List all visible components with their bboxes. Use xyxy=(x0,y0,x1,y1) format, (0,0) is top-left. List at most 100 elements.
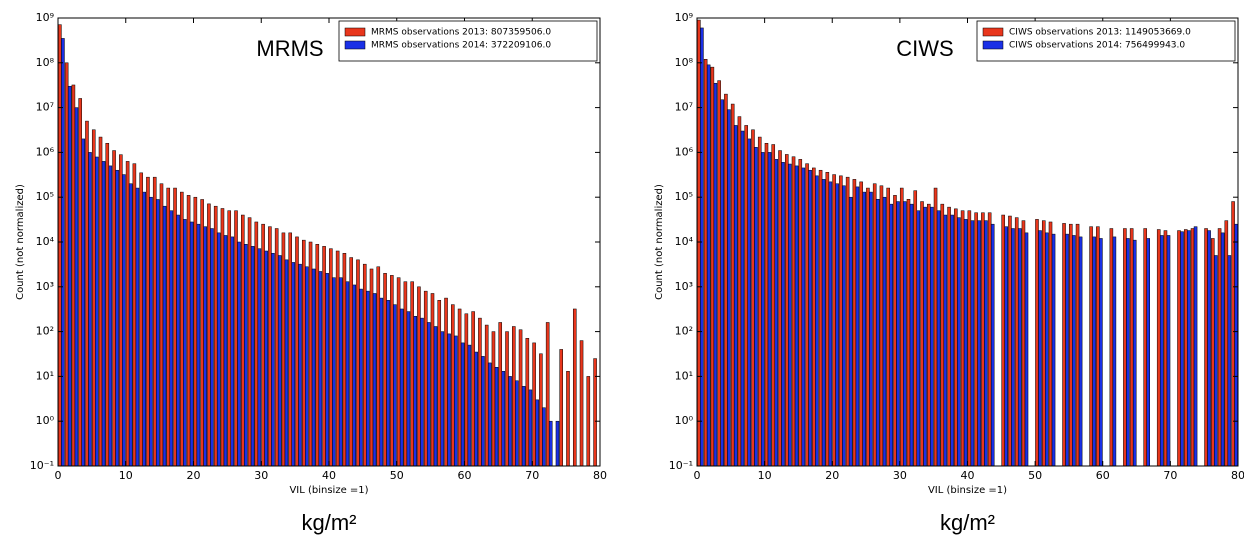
bar xyxy=(345,281,350,467)
bar xyxy=(872,183,877,467)
bar xyxy=(852,179,857,467)
bar xyxy=(936,210,941,467)
bar xyxy=(835,183,839,467)
bar xyxy=(1041,220,1046,467)
y-tick-label: 10⁻¹ xyxy=(30,459,54,472)
bar xyxy=(740,130,745,467)
bar xyxy=(149,196,153,467)
y-tick-label: 10⁷ xyxy=(36,101,54,114)
bar xyxy=(125,161,130,467)
bar xyxy=(146,176,150,467)
bar xyxy=(417,286,421,467)
bar xyxy=(1035,219,1039,467)
bar xyxy=(176,214,180,467)
bar xyxy=(545,322,550,467)
bar xyxy=(237,241,241,467)
bar xyxy=(189,221,194,467)
bar xyxy=(257,248,262,467)
bar xyxy=(437,300,442,467)
x-tick-label: 20 xyxy=(825,469,839,482)
bar xyxy=(706,64,711,467)
bar xyxy=(318,271,323,467)
bar xyxy=(277,255,282,467)
x-axis-label: VIL (binsize =1) xyxy=(289,485,368,496)
bar xyxy=(960,210,965,467)
y-tick-label: 10⁹ xyxy=(36,11,54,24)
bar xyxy=(710,66,715,467)
bar xyxy=(501,371,506,467)
bar xyxy=(274,228,279,467)
bar xyxy=(532,342,536,467)
bar xyxy=(379,297,384,467)
bar xyxy=(1045,232,1049,467)
bar xyxy=(413,316,417,467)
bar xyxy=(311,268,316,467)
bar xyxy=(1156,229,1161,467)
bar xyxy=(139,172,143,467)
legend-box xyxy=(976,20,1236,62)
bar xyxy=(119,154,123,467)
bar xyxy=(771,144,776,467)
bar xyxy=(940,203,945,467)
bar xyxy=(498,322,503,467)
bar xyxy=(352,284,357,467)
bar xyxy=(855,186,860,467)
bar xyxy=(440,331,445,467)
bar xyxy=(1123,228,1127,467)
bar xyxy=(1126,238,1130,467)
bar xyxy=(875,198,880,467)
bar xyxy=(451,304,455,467)
bar xyxy=(815,175,819,467)
bar xyxy=(227,210,232,467)
bar xyxy=(528,389,533,467)
bar xyxy=(984,220,988,467)
bar xyxy=(760,152,765,467)
bar xyxy=(542,407,546,467)
bar xyxy=(284,259,289,467)
bar xyxy=(159,183,164,467)
bar xyxy=(180,191,184,467)
x-tick-label: 80 xyxy=(593,469,607,482)
bar xyxy=(913,190,918,467)
bar xyxy=(744,125,748,467)
bar xyxy=(866,187,870,467)
bar xyxy=(828,181,833,467)
bar xyxy=(808,169,812,467)
bar xyxy=(967,210,972,467)
bar xyxy=(1180,231,1184,467)
bar xyxy=(356,259,360,467)
legend-swatch xyxy=(982,40,1004,50)
bar xyxy=(85,120,89,467)
bar xyxy=(747,138,752,467)
bar xyxy=(778,150,782,467)
bar xyxy=(515,380,519,467)
legend-box xyxy=(338,20,598,62)
bar xyxy=(757,136,762,467)
bar xyxy=(308,241,313,467)
bar xyxy=(430,293,435,467)
bar xyxy=(81,138,86,467)
bar xyxy=(896,201,900,467)
bar xyxy=(254,221,259,467)
x-tick-label: 0 xyxy=(694,469,701,482)
bar xyxy=(399,308,404,467)
legend-swatch xyxy=(344,40,366,50)
bar xyxy=(74,107,79,467)
bar xyxy=(329,248,333,467)
bar xyxy=(193,196,198,467)
bar xyxy=(481,356,485,467)
bar xyxy=(933,187,938,467)
bar xyxy=(305,266,309,467)
y-tick-label: 10⁸ xyxy=(36,56,55,69)
bar xyxy=(1227,255,1232,467)
bar xyxy=(108,165,113,467)
bar xyxy=(974,212,978,467)
bar xyxy=(518,329,523,467)
plot-frame xyxy=(57,17,601,467)
bar xyxy=(1092,236,1096,467)
bar xyxy=(730,103,735,467)
bar xyxy=(1204,228,1208,467)
bar xyxy=(216,232,221,467)
y-axis-label: Count (not normalized) xyxy=(15,184,26,300)
bar xyxy=(491,331,496,467)
